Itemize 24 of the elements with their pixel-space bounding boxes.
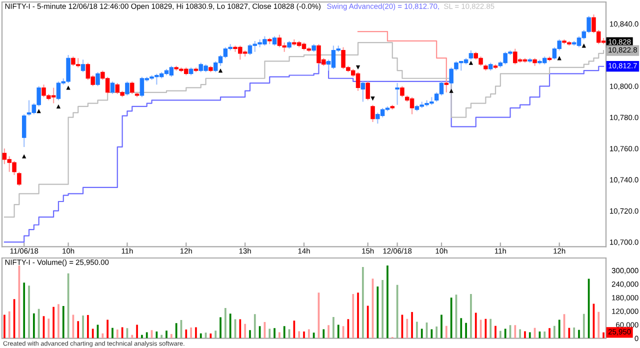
candlestick — [125, 80, 130, 96]
candlestick — [17, 171, 22, 186]
candlestick — [360, 80, 366, 102]
point — [66, 86, 70, 90]
point — [356, 65, 360, 70]
candlestick — [272, 36, 277, 46]
candlestick — [370, 104, 375, 123]
point — [218, 68, 223, 73]
candlestick — [110, 80, 115, 95]
candlestick — [96, 72, 100, 87]
point — [557, 56, 562, 60]
point — [370, 96, 375, 101]
candlestick — [366, 80, 370, 101]
point — [449, 88, 454, 93]
candlestick — [468, 50, 474, 60]
candlestick — [22, 114, 26, 148]
candlestick — [80, 59, 86, 73]
point — [22, 154, 26, 158]
candlestick — [400, 86, 404, 98]
candlestick — [130, 80, 134, 95]
point — [36, 109, 41, 114]
point — [56, 104, 61, 109]
point — [468, 60, 474, 65]
candlestick — [395, 82, 400, 106]
